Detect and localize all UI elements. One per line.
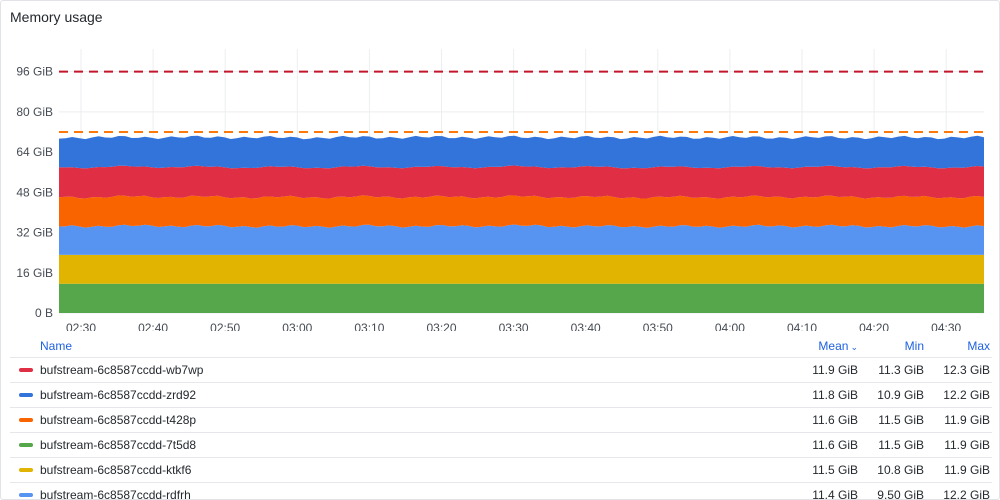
legend-row[interactable]: bufstream-6c8587ccdd-rdfrh 11.4 GiB 9.50 G… <box>10 482 992 500</box>
series-area-t428p[interactable] <box>59 195 984 228</box>
x-tick-label: 02:30 <box>66 321 96 331</box>
series-mean-value: 11.4 GiB <box>812 488 858 500</box>
y-tick-label: 48 GiB <box>16 185 53 199</box>
series-max-value: 12.2 GiB <box>943 488 990 500</box>
x-tick-label: 03:40 <box>571 321 601 331</box>
y-tick-label: 32 GiB <box>16 226 53 240</box>
series-area-wb7wp[interactable] <box>59 165 984 199</box>
legend-series-name: bufstream-6c8587ccdd-zrd92 <box>10 388 758 402</box>
series-max-value: 11.9 GiB <box>944 438 990 452</box>
series-max-value: 12.2 GiB <box>943 388 990 402</box>
series-name-label: bufstream-6c8587ccdd-t428p <box>40 413 197 427</box>
series-color-swatch[interactable] <box>19 493 33 497</box>
series-color-swatch[interactable] <box>19 418 33 422</box>
y-tick-label: 16 GiB <box>16 266 53 280</box>
series-min-value: 11.5 GiB <box>878 438 924 452</box>
series-name-label: bufstream-6c8587ccdd-ktkf6 <box>40 463 192 477</box>
x-tick-label: 03:20 <box>426 321 456 331</box>
legend-rows: bufstream-6c8587ccdd-wb7wp 11.9 GiB 11.3 G… <box>10 357 992 500</box>
series-area-rdfrh[interactable] <box>59 224 984 255</box>
y-tick-label: 96 GiB <box>16 65 53 79</box>
series-max-value: 12.3 GiB <box>943 363 990 377</box>
legend-series-name: bufstream-6c8587ccdd-t428p <box>10 413 758 427</box>
series-min-value: 11.5 GiB <box>878 413 924 427</box>
legend-header-mean[interactable]: Mean ⌄ <box>758 339 862 353</box>
series-mean-value: 11.9 GiB <box>812 363 858 377</box>
series-color-swatch[interactable] <box>19 443 33 447</box>
series-color-swatch[interactable] <box>19 468 33 472</box>
series-min-value: 10.8 GiB <box>877 463 924 477</box>
y-tick-label: 64 GiB <box>16 145 53 159</box>
legend-row[interactable]: bufstream-6c8587ccdd-ktkf6 11.5 GiB 10.8 G… <box>10 457 992 482</box>
series-min-value: 10.9 GiB <box>877 388 924 402</box>
legend-row[interactable]: bufstream-6c8587ccdd-wb7wp 11.9 GiB 11.3 G… <box>10 357 992 382</box>
series-name-label: bufstream-6c8587ccdd-wb7wp <box>40 363 204 377</box>
legend-row[interactable]: bufstream-6c8587ccdd-7t5d8 11.6 GiB 11.5 G… <box>10 432 992 457</box>
x-tick-label: 04:10 <box>787 321 817 331</box>
x-tick-label: 04:30 <box>931 321 961 331</box>
series-name-label: bufstream-6c8587ccdd-7t5d8 <box>40 438 197 452</box>
x-tick-label: 03:30 <box>499 321 529 331</box>
x-tick-label: 03:50 <box>643 321 673 331</box>
series-mean-value: 11.6 GiB <box>812 438 858 452</box>
series-max-value: 11.9 GiB <box>944 413 990 427</box>
x-tick-label: 04:20 <box>859 321 889 331</box>
panel-title[interactable]: Memory usage <box>10 9 103 25</box>
x-tick-label: 04:00 <box>715 321 745 331</box>
series-area-7t5d8[interactable] <box>59 283 984 313</box>
series-area-zrd92[interactable] <box>59 135 984 169</box>
series-min-value: 11.3 GiB <box>878 363 924 377</box>
legend-table: Name Mean ⌄ Min Max bufstream-6c8587ccdd-… <box>10 335 992 500</box>
series-mean-value: 11.8 GiB <box>812 388 858 402</box>
legend-row[interactable]: bufstream-6c8587ccdd-t428p 11.6 GiB 11.5 G… <box>10 407 992 432</box>
memory-usage-chart[interactable]: 0 B 16 GiB 32 GiB 48 GiB 64 GiB 80 GiB 96 GiB 0… <box>1 1 999 331</box>
legend-header-min[interactable]: Min <box>904 339 924 353</box>
y-tick-label: 80 GiB <box>16 105 53 119</box>
series-name-label: bufstream-6c8587ccdd-rdfrh <box>40 488 191 500</box>
legend-row[interactable]: bufstream-6c8587ccdd-zrd92 11.8 GiB 10.9 G… <box>10 382 992 407</box>
legend-header-mean-label: Mean <box>818 339 849 353</box>
legend-header-max[interactable]: Max <box>967 339 990 353</box>
y-tick-label: 0 B <box>35 306 53 320</box>
legend-series-name: bufstream-6c8587ccdd-7t5d8 <box>10 438 758 452</box>
legend-header-name[interactable]: Name <box>40 339 73 353</box>
series-max-value: 11.9 GiB <box>944 463 990 477</box>
series-color-swatch[interactable] <box>19 368 33 372</box>
series-area-ktkf6[interactable] <box>59 254 984 284</box>
series-color-swatch[interactable] <box>19 393 33 397</box>
x-tick-label: 02:40 <box>138 321 168 331</box>
x-tick-label: 03:10 <box>354 321 384 331</box>
legend-series-name: bufstream-6c8587ccdd-wb7wp <box>10 363 758 377</box>
series-mean-value: 11.6 GiB <box>812 413 858 427</box>
x-tick-label: 03:00 <box>282 321 312 331</box>
series-mean-value: 11.5 GiB <box>812 463 858 477</box>
sort-desc-icon: ⌄ <box>850 342 858 352</box>
series-name-label: bufstream-6c8587ccdd-zrd92 <box>40 388 197 402</box>
legend-series-name: bufstream-6c8587ccdd-ktkf6 <box>10 463 758 477</box>
legend-header: Name Mean ⌄ Min Max <box>10 335 992 357</box>
x-tick-label: 02:50 <box>210 321 240 331</box>
legend-series-name: bufstream-6c8587ccdd-rdfrh <box>10 488 758 500</box>
series-min-value: 9.50 GiB <box>877 488 924 500</box>
